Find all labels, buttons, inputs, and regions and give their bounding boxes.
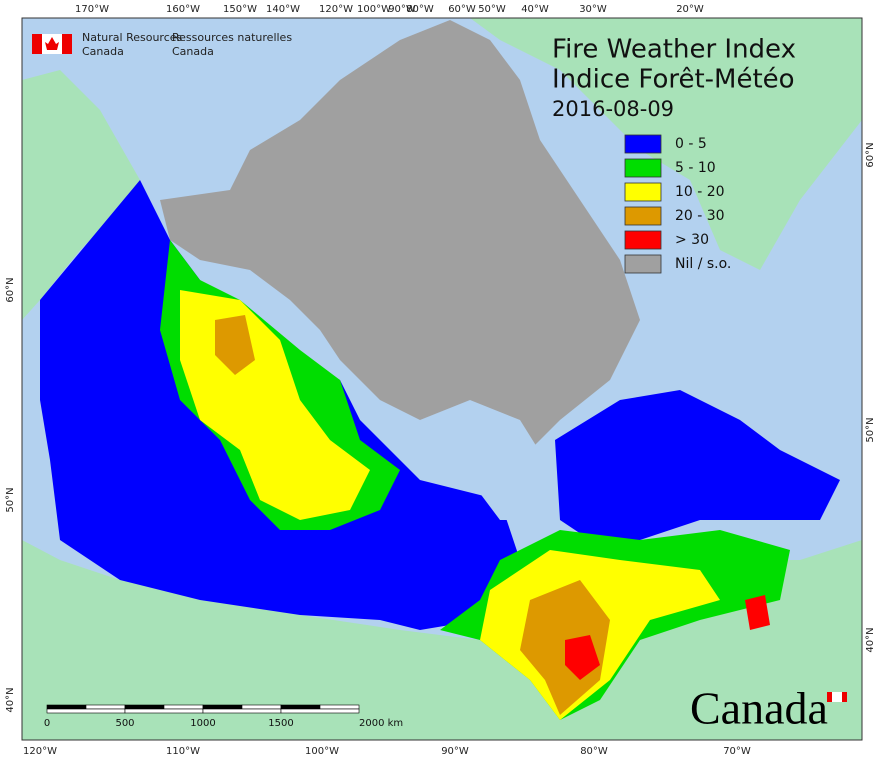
graticule-top: 40°W — [521, 4, 549, 15]
graticule-top: 160°W — [166, 4, 200, 15]
graticule-top: 170°W — [75, 4, 109, 15]
legend-label: 5 - 10 — [675, 160, 716, 176]
graticule-bottom: 90°W — [441, 746, 469, 757]
graticule-top: 140°W — [266, 4, 300, 15]
scale-segment — [85, 704, 126, 710]
scale-segment — [124, 708, 204, 714]
nrcan-flag — [32, 34, 72, 54]
legend-swatch — [624, 134, 662, 154]
wordmark-flag — [827, 692, 847, 702]
graticule-left: 60°N — [5, 277, 16, 302]
graticule-left: 40°N — [5, 687, 16, 712]
legend-swatch — [624, 230, 662, 250]
wordmark: Canada — [690, 683, 828, 734]
graticule-top: 80°W — [406, 4, 434, 15]
prairies-orange — [215, 315, 255, 375]
scale-segment — [124, 704, 165, 710]
scale-label: 0 — [44, 718, 50, 729]
graticule-right: 40°N — [865, 627, 876, 652]
graticule-top: 30°W — [579, 4, 607, 15]
legend-label: 0 - 5 — [675, 136, 707, 152]
graticule-bottom: 70°W — [723, 746, 751, 757]
flag-band — [827, 692, 832, 702]
agency-fr: Canada — [172, 45, 214, 58]
east-red — [565, 635, 600, 680]
greenland — [470, 18, 862, 270]
agency-en: Canada — [82, 45, 124, 58]
maritimes-red — [745, 595, 770, 630]
flag-center — [832, 692, 842, 702]
maple-leaf — [45, 37, 59, 50]
scale-segment — [241, 704, 282, 710]
map-frame — [21, 17, 863, 741]
graticule-top: 20°W — [676, 4, 704, 15]
scale-label: 500 — [115, 718, 134, 729]
graticule-left: 50°N — [5, 487, 16, 512]
legend-swatch — [624, 182, 662, 202]
united-states — [22, 540, 862, 740]
flag-band — [32, 34, 42, 54]
quebec-blue — [555, 390, 840, 540]
legend-label: Nil / s.o. — [675, 256, 731, 272]
alaska — [22, 70, 140, 320]
graticule-bottom: 80°W — [580, 746, 608, 757]
scale-segment — [46, 704, 87, 710]
scale-segment — [202, 708, 282, 714]
hudson-bay — [420, 400, 545, 520]
date: 2016-08-09 — [552, 97, 674, 121]
graticule-bottom: 100°W — [305, 746, 339, 757]
graticule-right: 60°N — [865, 142, 876, 167]
graticule-top: 90°W — [388, 4, 416, 15]
legend-swatch — [624, 254, 662, 274]
graticule-top: 50°W — [478, 4, 506, 15]
agency-en: Natural Resources — [82, 31, 183, 44]
legend-swatch — [624, 206, 662, 226]
title-fr: Indice Forêt-Météo — [552, 65, 795, 95]
graticule-top: 60°W — [448, 4, 476, 15]
graticule-top: 150°W — [223, 4, 257, 15]
flag-band — [62, 34, 72, 54]
scale-label: 2000 km — [359, 718, 403, 729]
legend-label: 10 - 20 — [675, 184, 725, 200]
scale-segment — [319, 704, 360, 710]
scale-segment — [280, 708, 360, 714]
scale-segment — [46, 708, 126, 714]
agency-fr: Ressources naturelles — [172, 31, 292, 44]
scale-segment — [202, 704, 243, 710]
graticule-bottom: 110°W — [166, 746, 200, 757]
title-en: Fire Weather Index — [552, 35, 796, 65]
graticule-right: 50°N — [865, 417, 876, 442]
legend-swatch — [624, 158, 662, 178]
scale-label: 1500 — [268, 718, 293, 729]
graticule-top: 120°W — [319, 4, 353, 15]
graticule-top: 100°W — [357, 4, 391, 15]
scale-segment — [280, 704, 321, 710]
legend-label: > 30 — [675, 232, 709, 248]
scale-label: 1000 — [190, 718, 215, 729]
flag-band — [842, 692, 847, 702]
scale-segment — [163, 704, 204, 710]
arctic-nil — [160, 20, 640, 460]
legend-label: 20 - 30 — [675, 208, 725, 224]
graticule-bottom: 120°W — [23, 746, 57, 757]
